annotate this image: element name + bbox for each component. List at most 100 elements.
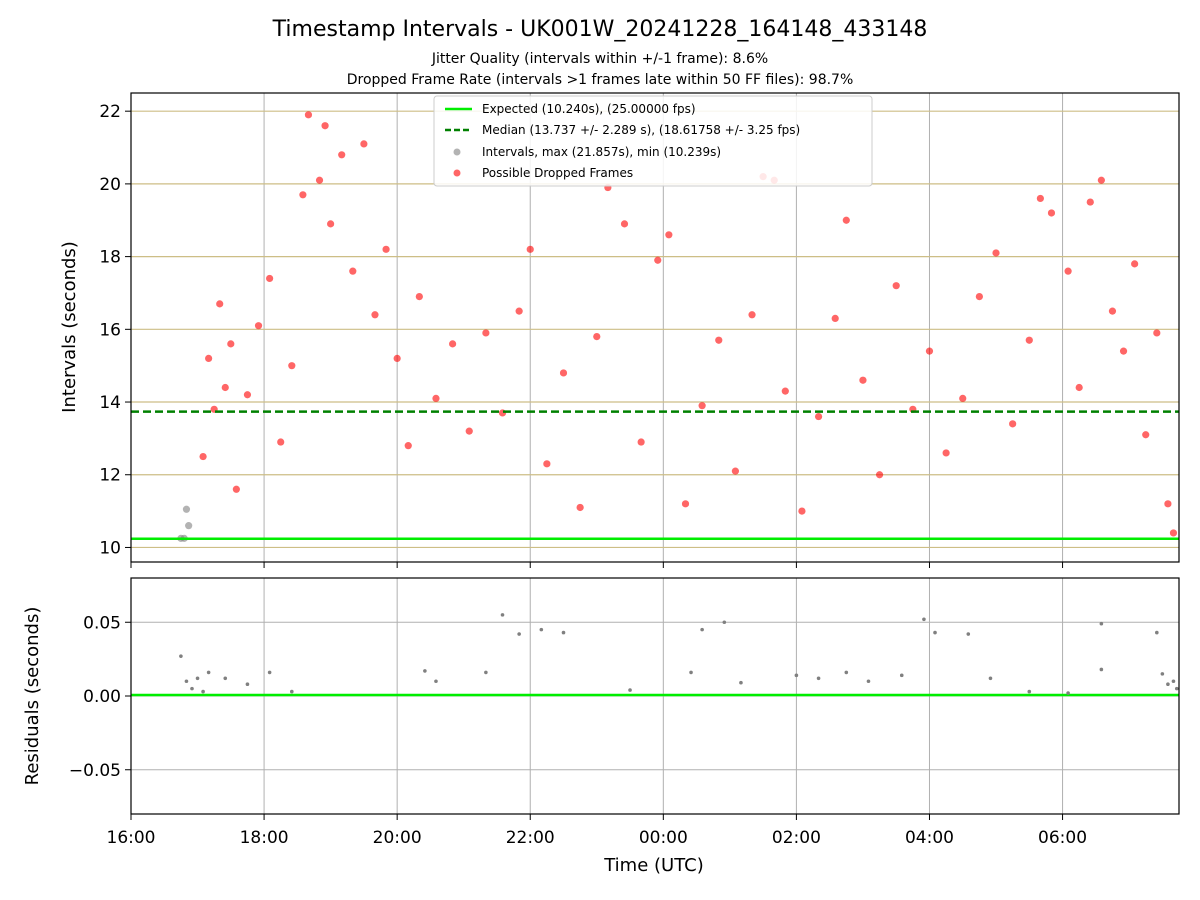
dropped-frame-point xyxy=(942,449,950,457)
dropped-frame-point xyxy=(925,347,934,355)
dropped-frame-point xyxy=(859,376,867,384)
dropped-frame-point xyxy=(1047,209,1056,217)
dropped-frame-point xyxy=(665,231,673,239)
bottom-y-tick-label: 0.05 xyxy=(83,613,121,633)
residual-point xyxy=(206,670,211,675)
dropped-frame-point xyxy=(382,245,390,253)
x-axis-label: Time (UTC) xyxy=(603,855,704,876)
dropped-frame-point xyxy=(1097,176,1105,184)
residual-point xyxy=(922,617,926,622)
top-y-tick-label: 22 xyxy=(99,102,121,122)
residual-point xyxy=(179,654,183,658)
dropped-frame-point xyxy=(715,336,723,344)
dropped-frame-point xyxy=(432,394,440,402)
dropped-frame-point xyxy=(798,507,806,515)
x-tick-label: 06:00 xyxy=(1038,828,1087,848)
residual-point xyxy=(689,670,693,675)
dropped-frame-point xyxy=(360,140,368,148)
dropped-frame-point xyxy=(1164,500,1172,508)
x-tick-label: 18:00 xyxy=(240,828,289,848)
dropped-frame-point xyxy=(731,467,740,475)
dropped-frame-point xyxy=(637,438,645,446)
x-tick-label: 20:00 xyxy=(373,828,422,848)
residual-point xyxy=(794,673,799,678)
top-y-tick-label: 12 xyxy=(99,466,121,486)
x-tick-label: 02:00 xyxy=(772,828,821,848)
residual-point xyxy=(722,620,727,625)
residual-point xyxy=(816,676,821,681)
legend-dropped-label: Possible Dropped Frames xyxy=(482,166,633,180)
residual-point xyxy=(1155,630,1159,635)
top-points xyxy=(177,111,1178,542)
bottom-y-ticks: 0.05 0.00 −0.05 xyxy=(69,613,131,781)
dropped-frame-point xyxy=(216,300,224,308)
residual-point xyxy=(1099,667,1104,672)
dropped-frame-point xyxy=(327,220,335,228)
legend-intervals-label: Intervals, max (21.857s), min (10.239s) xyxy=(482,145,721,159)
dropped-frame-point xyxy=(1169,529,1178,537)
residual-point xyxy=(267,670,272,675)
dropped-frame-point xyxy=(205,354,213,363)
residual-point xyxy=(1166,682,1170,686)
dropped-frame-point xyxy=(1025,336,1033,344)
top-y-tick-label: 20 xyxy=(99,175,121,195)
residual-point xyxy=(539,627,544,632)
dropped-frame-point xyxy=(543,460,551,468)
interval-point xyxy=(185,522,193,530)
dropped-frame-point xyxy=(831,314,839,323)
chart-subtitle-jitter: Jitter Quality (intervals within +/-1 fr… xyxy=(431,51,768,67)
dropped-frame-point xyxy=(315,176,324,184)
dropped-frame-point xyxy=(1009,420,1017,428)
legend-box xyxy=(433,95,873,187)
legend-median-label: Median (13.737 +/- 2.289 s), (18.61758 +… xyxy=(482,123,800,137)
dropped-frame-point xyxy=(992,249,1000,257)
residual-point xyxy=(423,669,427,673)
dropped-frame-point xyxy=(338,151,346,159)
legend-intervals-swatch xyxy=(453,148,461,156)
residual-point xyxy=(628,688,632,692)
chart-subtitle-dropped: Dropped Frame Rate (intervals >1 frames … xyxy=(347,72,854,88)
residual-point xyxy=(1099,621,1104,626)
residual-point xyxy=(1027,689,1032,694)
x-tick-label: 22:00 xyxy=(506,828,555,848)
residual-point xyxy=(700,627,704,632)
residual-point xyxy=(866,679,871,684)
legend-expected-label: Expected (10.240s), (25.00000 fps) xyxy=(482,102,696,116)
dropped-frame-point xyxy=(1036,194,1044,203)
dropped-frame-point xyxy=(1142,431,1150,439)
dropped-frame-point xyxy=(515,307,523,315)
dropped-frame-point xyxy=(748,311,756,319)
interval-point xyxy=(182,505,191,513)
dropped-frame-point xyxy=(371,311,379,319)
dropped-frame-point xyxy=(1086,198,1094,206)
top-y-ticks: 10 12 14 16 18 20 22 xyxy=(99,102,131,558)
dropped-frame-point xyxy=(482,329,490,337)
x-tick-label: 04:00 xyxy=(905,828,954,848)
dropped-frame-point xyxy=(393,354,401,363)
residual-point xyxy=(844,670,849,675)
dropped-frame-point xyxy=(1075,383,1083,392)
dropped-frame-point xyxy=(288,362,296,370)
dropped-frame-point xyxy=(875,471,884,479)
top-plot-frame xyxy=(130,92,1180,563)
dropped-frame-point xyxy=(681,500,690,508)
dropped-frame-point xyxy=(221,383,229,392)
top-y-tick-label: 16 xyxy=(99,320,121,340)
dropped-frame-point xyxy=(449,340,457,348)
dropped-frame-point xyxy=(781,387,789,395)
dropped-frame-point xyxy=(526,245,534,253)
dropped-frame-point xyxy=(576,503,584,512)
residual-point xyxy=(434,679,438,684)
dropped-frame-point xyxy=(814,412,823,421)
residual-point xyxy=(1174,686,1179,691)
residual-point xyxy=(988,676,993,681)
dropped-frame-point xyxy=(620,220,629,228)
top-lines xyxy=(131,410,1179,540)
dropped-frame-point xyxy=(299,191,307,199)
dropped-frame-point xyxy=(465,427,473,435)
residual-point xyxy=(1066,691,1070,695)
top-y-tick-label: 18 xyxy=(99,248,121,268)
top-y-tick-label: 10 xyxy=(99,538,121,558)
dropped-frame-point xyxy=(959,394,967,402)
